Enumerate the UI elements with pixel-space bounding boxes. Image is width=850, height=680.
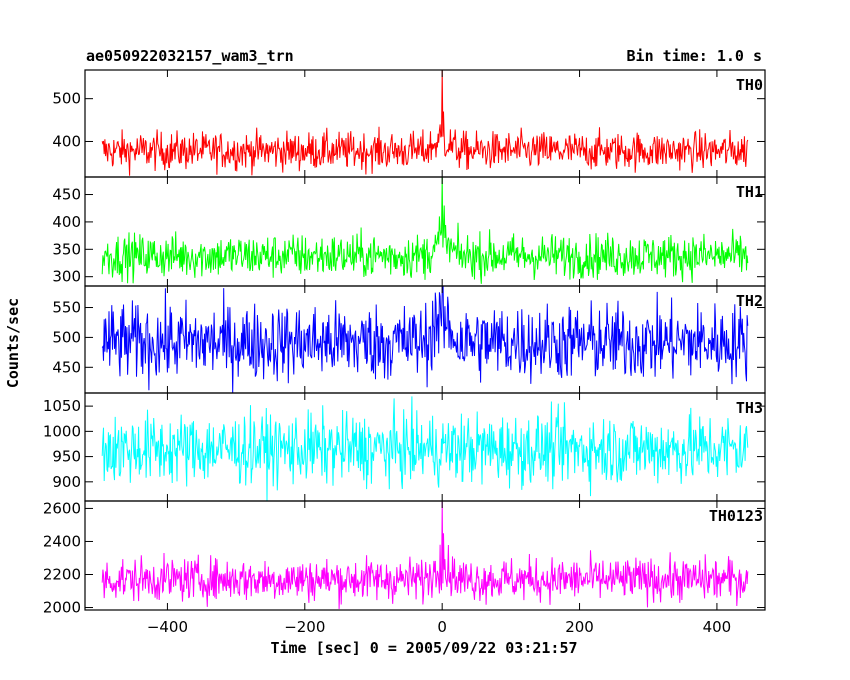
panel-label: TH0 xyxy=(736,76,763,94)
y-tick-label: 950 xyxy=(52,448,81,466)
panel-label: TH3 xyxy=(736,399,763,417)
y-tick-label: 450 xyxy=(52,358,81,376)
series-th2 xyxy=(101,286,749,393)
y-tick-label: 550 xyxy=(52,299,81,317)
panel-th1: 300 350 400 450 TH1 xyxy=(52,176,766,287)
series-th0123 xyxy=(101,501,749,610)
y-tick-label: 400 xyxy=(52,132,81,150)
y-tick-label: 300 xyxy=(52,268,81,286)
x-tick-label: 200 xyxy=(565,618,594,636)
y-tick-label: 2000 xyxy=(43,599,81,617)
panel-label: TH0123 xyxy=(709,507,763,525)
panel-th0: 400 500 TH0 xyxy=(52,69,766,178)
y-axis-label: Counts/sec xyxy=(4,298,22,388)
y-tick-label: 400 xyxy=(52,213,81,231)
x-tick-label: −400 xyxy=(147,618,188,636)
chart-title-left: ae050922032157_wam3_trn xyxy=(86,47,294,65)
panel-th0123: 2000 2200 2400 2600 TH0123 xyxy=(43,499,766,617)
y-tick-label: 2400 xyxy=(43,532,81,550)
y-tick-label: 500 xyxy=(52,328,81,346)
y-tick-label: 500 xyxy=(52,90,81,108)
y-tick-label: 1050 xyxy=(43,397,81,415)
x-axis-label: Time [sec] 0 = 2005/09/22 03:21:57 xyxy=(270,639,577,657)
panel-label: TH2 xyxy=(736,292,763,310)
panel-frame xyxy=(84,500,766,611)
x-axis: −400 −200 0 200 400 xyxy=(147,618,731,636)
y-tick-label: 2200 xyxy=(43,565,81,583)
y-tick-label: 450 xyxy=(52,186,81,204)
panel-label: TH1 xyxy=(736,183,763,201)
series-th1 xyxy=(101,177,749,284)
y-tick-label: 2600 xyxy=(43,499,81,517)
y-tick-label: 900 xyxy=(52,473,81,491)
y-tick-label: 1000 xyxy=(43,422,81,440)
x-tick-label: 400 xyxy=(703,618,732,636)
panel-th2: 450 500 550 TH2 xyxy=(52,285,766,394)
series-th0 xyxy=(101,70,749,176)
series-th3 xyxy=(101,396,749,501)
y-tick-label: 350 xyxy=(52,240,81,258)
chart-title-right: Bin time: 1.0 s xyxy=(627,47,762,65)
x-tick-label: −200 xyxy=(284,618,325,636)
panel-th3: 900 950 1000 1050 TH3 xyxy=(43,392,766,502)
x-tick-label: 0 xyxy=(437,618,447,636)
